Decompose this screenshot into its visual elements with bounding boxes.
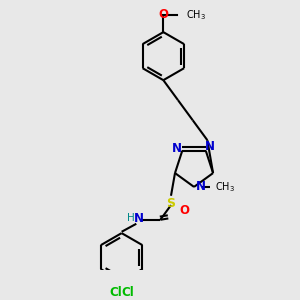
Text: O: O bbox=[179, 204, 189, 217]
Text: O: O bbox=[158, 8, 168, 21]
Text: CH$_3$: CH$_3$ bbox=[186, 8, 206, 22]
Text: N: N bbox=[196, 180, 206, 194]
Text: CH$_3$: CH$_3$ bbox=[215, 180, 236, 194]
Text: Cl: Cl bbox=[109, 286, 122, 299]
Text: H: H bbox=[127, 213, 135, 224]
Text: S: S bbox=[167, 197, 176, 210]
Text: N: N bbox=[205, 140, 215, 153]
Text: N: N bbox=[134, 212, 144, 225]
Text: N: N bbox=[172, 142, 182, 154]
Text: Cl: Cl bbox=[122, 286, 134, 299]
